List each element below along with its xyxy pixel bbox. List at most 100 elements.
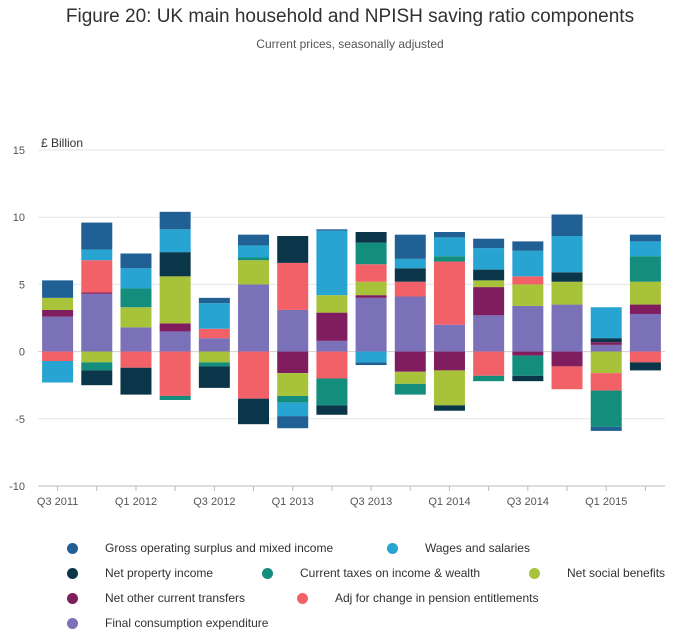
- bar-segment-wages-and-salaries: [512, 250, 544, 277]
- bar-segment-gross-operating-surplus-and-mixed-income: [42, 280, 74, 298]
- x-tick-label: Q1 2014: [428, 496, 470, 508]
- bar-segment-final-consumption-expenditure: [512, 305, 544, 352]
- bar-segment-wages-and-salaries: [316, 230, 348, 296]
- legend-item: Final consumption expenditure: [67, 616, 268, 630]
- y-tick-label: -5: [15, 414, 25, 426]
- bar-segment-adj-for-change-in-pension-entitlements: [551, 366, 583, 390]
- legend-swatch: [262, 567, 273, 579]
- bar-segment-current-taxes-on-income-wealth: [159, 395, 191, 400]
- legend-swatch: [67, 617, 78, 629]
- y-tick-label: 15: [13, 145, 25, 157]
- bar-segment-net-property-income: [238, 398, 270, 425]
- bar-segment-wages-and-salaries: [198, 303, 230, 329]
- legend-item: Net other current transfers: [67, 591, 245, 605]
- legend-label: Net property income: [105, 566, 214, 580]
- bar-segment-final-consumption-expenditure: [120, 327, 152, 352]
- bar-segment-final-consumption-expenditure: [433, 324, 465, 352]
- bar-segment-current-taxes-on-income-wealth: [316, 378, 348, 406]
- bar-segment-net-property-income: [355, 231, 387, 243]
- bar-segment-net-property-income: [394, 268, 426, 282]
- bar-segment-net-other-current-transfers: [355, 295, 387, 298]
- legend-label: Wages and salaries: [425, 541, 530, 555]
- bar-segment-net-social-benefits: [433, 370, 465, 406]
- bar-segment-gross-operating-surplus-and-mixed-income: [433, 231, 465, 238]
- legend-item: Gross operating surplus and mixed income: [67, 541, 333, 555]
- bar-segment-current-taxes-on-income-wealth: [394, 383, 426, 395]
- x-tick-label: Q1 2013: [272, 496, 314, 508]
- bar-segment-adj-for-change-in-pension-entitlements: [629, 351, 661, 363]
- y-axis-label: £ Billion: [41, 136, 83, 150]
- bar-segment-net-other-current-transfers: [629, 304, 661, 314]
- bar-segment-gross-operating-surplus-and-mixed-income: [277, 416, 309, 429]
- bar-segment-final-consumption-expenditure: [355, 297, 387, 352]
- bar-segment-net-social-benefits: [42, 297, 74, 310]
- y-tick-label: 0: [19, 347, 25, 359]
- bar-segment-wages-and-salaries: [81, 249, 113, 261]
- bar-segment-net-other-current-transfers: [473, 287, 505, 316]
- bar-segment-net-social-benefits: [81, 351, 113, 363]
- bar-segment-final-consumption-expenditure: [277, 309, 309, 352]
- bar-segment-net-social-benefits: [120, 307, 152, 328]
- bar-segment-net-property-income: [120, 367, 152, 395]
- legend-swatch: [67, 542, 78, 554]
- bar-segment-wages-and-salaries: [277, 402, 309, 417]
- bar-segment-adj-for-change-in-pension-entitlements: [159, 351, 191, 396]
- bar-segment-net-other-current-transfers: [316, 312, 348, 341]
- bar-segment-current-taxes-on-income-wealth: [629, 256, 661, 282]
- bar-segment-gross-operating-surplus-and-mixed-income: [629, 234, 661, 242]
- bar-segment-gross-operating-surplus-and-mixed-income: [120, 253, 152, 269]
- bar-segment-net-other-current-transfers: [590, 342, 622, 345]
- legend-label: Net social benefits: [567, 566, 666, 580]
- bar-segment-adj-for-change-in-pension-entitlements: [355, 264, 387, 282]
- bar-segment-final-consumption-expenditure: [629, 313, 661, 352]
- bar-segment-adj-for-change-in-pension-entitlements: [473, 351, 505, 376]
- legend-item: Net property income: [67, 566, 213, 580]
- bar-segment-gross-operating-surplus-and-mixed-income: [473, 238, 505, 249]
- bar-segment-wages-and-salaries: [473, 248, 505, 270]
- stacked-bar-chart: -10 -5 0 5 10 15 Q3 2011 Q1 2012 Q3 2012 Q1 2013 Q…: [9, 136, 665, 508]
- bar-segment-current-taxes-on-income-wealth: [120, 288, 152, 308]
- bar-segment-final-consumption-expenditure: [238, 284, 270, 352]
- bar-segment-net-other-current-transfers: [394, 351, 426, 372]
- bar-segment-final-consumption-expenditure: [159, 331, 191, 352]
- bar-segment-gross-operating-surplus-and-mixed-income: [159, 211, 191, 230]
- bar-segment-net-social-benefits: [512, 284, 544, 306]
- bar-segment-current-taxes-on-income-wealth: [590, 390, 622, 427]
- bar-segment-net-other-current-transfers: [512, 351, 544, 356]
- legend-label: Final consumption expenditure: [105, 616, 269, 630]
- bar-segment-current-taxes-on-income-wealth: [198, 362, 230, 367]
- bar-segment-net-other-current-transfers: [551, 351, 583, 367]
- bar-segment-net-property-income: [81, 370, 113, 386]
- bar-segment-current-taxes-on-income-wealth: [355, 242, 387, 265]
- bar-segment-current-taxes-on-income-wealth: [238, 257, 270, 261]
- bar-segment-net-other-current-transfers: [433, 351, 465, 371]
- bar-segment-adj-for-change-in-pension-entitlements: [512, 276, 544, 285]
- bar-segment-net-property-income: [277, 236, 309, 263]
- x-tick-label: Q1 2015: [585, 496, 627, 508]
- legend-swatch: [387, 542, 398, 554]
- bar-segment-net-other-current-transfers: [81, 292, 113, 294]
- bar-segment-adj-for-change-in-pension-entitlements: [277, 262, 309, 310]
- chart-subtitle: Current prices, seasonally adjusted: [256, 37, 444, 51]
- bar-segment-wages-and-salaries: [120, 268, 152, 289]
- bar-segment-net-property-income: [512, 375, 544, 382]
- y-tick-label: -10: [9, 481, 25, 493]
- bar-segment-net-property-income: [551, 272, 583, 282]
- chart-title: Figure 20: UK main household and NPISH s…: [65, 6, 635, 27]
- bar-segment-final-consumption-expenditure: [198, 338, 230, 352]
- bar-segment-net-social-benefits: [355, 281, 387, 296]
- legend-label: Net other current transfers: [105, 591, 246, 605]
- bar-segment-net-property-income: [473, 269, 505, 281]
- bar-segment-adj-for-change-in-pension-entitlements: [433, 261, 465, 325]
- legend-swatch: [297, 592, 308, 604]
- bar-segment-net-social-benefits: [551, 281, 583, 305]
- bar-segment-net-property-income: [316, 405, 348, 415]
- bar-segment-gross-operating-surplus-and-mixed-income: [394, 234, 426, 259]
- bar-segment-net-property-income: [159, 252, 191, 277]
- bar-segment-gross-operating-surplus-and-mixed-income: [316, 229, 348, 231]
- bar-segment-adj-for-change-in-pension-entitlements: [394, 281, 426, 297]
- legend-item: Adj for change in pension entitlements: [297, 591, 538, 605]
- bar-segment-net-social-benefits: [159, 276, 191, 324]
- bar-segment-final-consumption-expenditure: [394, 296, 426, 352]
- y-tick-label: 5: [19, 279, 25, 291]
